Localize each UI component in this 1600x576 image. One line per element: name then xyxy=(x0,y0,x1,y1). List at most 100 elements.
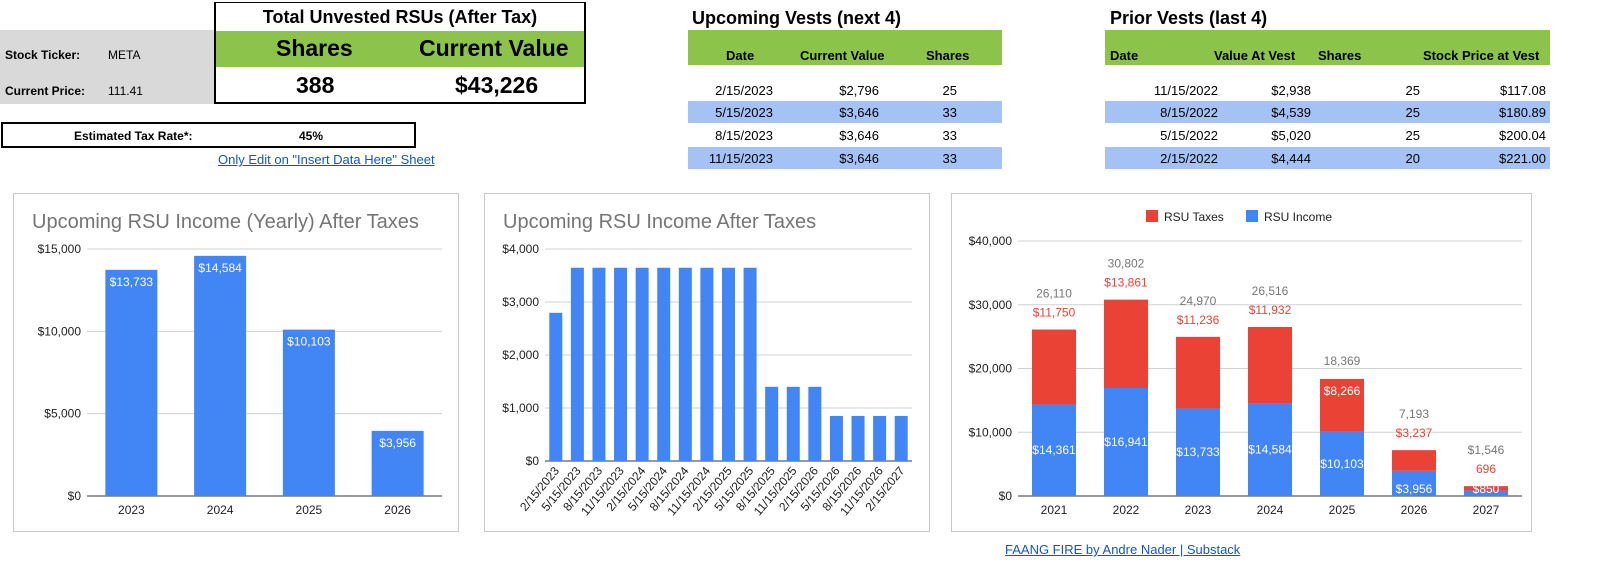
substack-link[interactable]: FAANG FIRE by Andre Nader | Substack xyxy=(1005,542,1241,557)
upcoming-header-date: Date xyxy=(726,48,755,63)
x-tick-label: 2025 xyxy=(1329,503,1356,517)
bar-income xyxy=(1464,490,1508,496)
table-row: 5/15/2023 $3,646 33 xyxy=(688,101,1002,123)
bar-taxes xyxy=(1104,299,1148,389)
data-label: $13,733 xyxy=(110,275,154,289)
table-row: 2/15/2023 $2,796 25 xyxy=(715,83,957,98)
ticker-row: Stock Ticker: META xyxy=(5,48,140,62)
chart-title: Upcoming RSU Income (Yearly) After Taxes xyxy=(32,211,419,233)
data-label-income: $14,584 xyxy=(1248,443,1292,457)
price-label: Current Price: xyxy=(5,84,86,98)
bar xyxy=(194,255,247,496)
y-tick-label: $4,000 xyxy=(502,242,539,256)
data-label: $10,103 xyxy=(287,335,331,349)
vest-income-chart-panel: Upcoming RSU Income After Taxes $0 $1,000 $… xyxy=(484,193,930,532)
bar xyxy=(570,267,584,461)
bar xyxy=(851,415,865,461)
prior-vests-header: Date Value At Vest Shares Stock Price at… xyxy=(1105,30,1550,65)
x-tick-label: 2024 xyxy=(207,503,234,517)
bar xyxy=(700,267,714,461)
bar xyxy=(829,415,843,461)
y-tick-label: $10,000 xyxy=(38,324,82,338)
total-unvested-box: Total Unvested RSUs (After Tax) Shares C… xyxy=(214,2,586,104)
x-tick-label: 2027 xyxy=(1473,503,1500,517)
upcoming-vests-title: Upcoming Vests (next 4) xyxy=(692,8,902,28)
total-shares-value: 388 xyxy=(296,72,335,98)
prior-header-stock-price: Stock Price at Vest xyxy=(1423,48,1540,63)
data-label-taxes: $8,266 xyxy=(1324,384,1361,398)
bar-income xyxy=(1320,431,1364,496)
data-label-taxes: 696 xyxy=(1476,462,1496,476)
tax-rate-box: Estimated Tax Rate*: 45% xyxy=(1,122,416,148)
total-unvested-header: Shares Current Value xyxy=(216,31,584,67)
y-tick-label: $0 xyxy=(999,489,1013,503)
bar-taxes xyxy=(1392,450,1436,471)
x-tick-label: 2023 xyxy=(1185,503,1212,517)
tax-rate-value: 45% xyxy=(299,129,324,143)
y-tick-label: $3,000 xyxy=(502,295,539,309)
y-tick-label: $5,000 xyxy=(44,407,81,421)
table-row: 11/15/2023 $3,646 33 xyxy=(688,147,1002,169)
shares-header: Shares xyxy=(276,35,353,61)
ticker-label: Stock Ticker: xyxy=(5,48,81,62)
bar-income xyxy=(1104,388,1148,496)
data-label-total: 24,970 xyxy=(1180,294,1217,308)
table-row: 11/15/2022 $2,938 25 $117.08 xyxy=(1153,83,1546,98)
y-tick-label: $1,000 xyxy=(502,401,539,415)
bar xyxy=(765,386,779,461)
y-tick-label: $15,000 xyxy=(38,242,82,256)
vest-income-chart: Upcoming RSU Income After Taxes $0 $1,000 $… xyxy=(502,211,912,518)
x-tick-label: 2026 xyxy=(384,503,411,517)
bar-taxes xyxy=(1176,336,1220,409)
bar xyxy=(894,415,908,461)
yearly-income-chart: Upcoming RSU Income (Yearly) After Taxes… xyxy=(32,211,442,517)
x-tick-label: 2025 xyxy=(296,503,323,517)
data-label-income: $3,956 xyxy=(1396,482,1433,496)
bar xyxy=(808,386,822,461)
data-label-income: $14,361 xyxy=(1032,443,1076,457)
bar-income xyxy=(1392,470,1436,496)
ticker-value: META xyxy=(108,48,141,62)
prior-vests-title: Prior Vests (last 4) xyxy=(1110,8,1268,28)
income-taxes-chart-panel: $0 $10,000 $20,000 $30,000 $40,000 RSU Taxes R… xyxy=(951,193,1532,532)
bar-taxes xyxy=(1248,326,1292,404)
y-tick-label: $0 xyxy=(526,454,540,468)
data-label-total: 30,802 xyxy=(1108,257,1145,271)
data-label-total: 18,369 xyxy=(1324,354,1361,368)
edit-sheet-link[interactable]: Only Edit on "Insert Data Here" Sheet xyxy=(218,152,435,167)
y-tick-label: $30,000 xyxy=(969,298,1013,312)
upcoming-header-shares: Shares xyxy=(926,48,970,63)
upcoming-header-value: Current Value xyxy=(800,48,885,63)
data-label: $14,584 xyxy=(198,261,242,275)
bar xyxy=(786,386,800,461)
table-row: 8/15/2022 $4,539 25 $180.89 xyxy=(1105,101,1550,123)
table-row: 5/15/2022 $5,020 25 $200.04 xyxy=(1160,128,1546,143)
data-label-taxes: $13,861 xyxy=(1104,276,1148,290)
bar xyxy=(282,329,335,496)
x-tick-label: 2023 xyxy=(118,503,145,517)
tax-rate-label: Estimated Tax Rate*: xyxy=(74,129,193,143)
bar-taxes xyxy=(1320,378,1364,432)
chart-title: Upcoming RSU Income After Taxes xyxy=(503,211,816,233)
bar xyxy=(549,312,563,461)
y-tick-label: $40,000 xyxy=(969,234,1013,248)
bar xyxy=(722,267,735,461)
data-label-total: 26,110 xyxy=(1036,287,1072,301)
bar-income xyxy=(1248,403,1292,496)
x-tick-label: 2024 xyxy=(1257,503,1284,517)
data-label-income: $10,103 xyxy=(1320,457,1364,471)
bar xyxy=(743,267,757,461)
upcoming-vests-header: Date Current Value Shares xyxy=(688,30,1002,65)
data-label-taxes: $11,932 xyxy=(1249,303,1292,317)
bar-income xyxy=(1032,404,1076,496)
data-label-income: $850 xyxy=(1473,482,1500,496)
bar xyxy=(873,415,887,461)
prior-header-date: Date xyxy=(1110,48,1139,63)
data-label-income: $16,941 xyxy=(1104,435,1148,449)
data-label-income: $13,733 xyxy=(1176,445,1220,459)
y-tick-label: $2,000 xyxy=(502,348,539,362)
total-current-value: $43,226 xyxy=(455,72,539,98)
data-label-total: 26,516 xyxy=(1252,284,1289,298)
total-unvested-title: Total Unvested RSUs (After Tax) xyxy=(262,7,538,27)
price-value: 111.41 xyxy=(108,84,143,98)
